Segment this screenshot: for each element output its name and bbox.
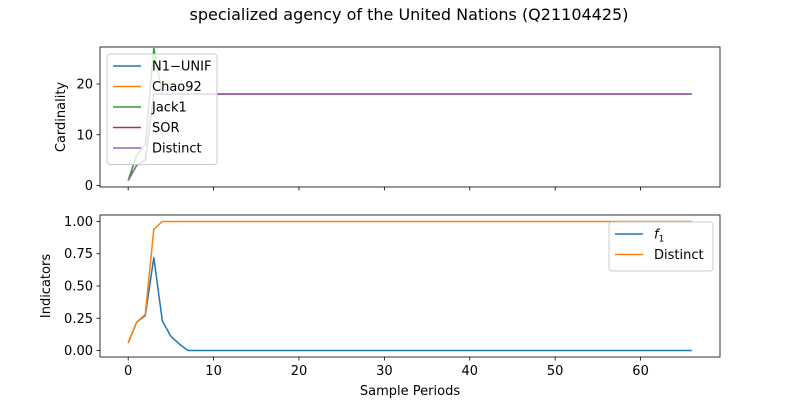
series-line-f1 <box>127 256 692 352</box>
legend-entry: Distinct <box>152 142 202 157</box>
legend-entry: SOR <box>152 121 180 136</box>
x-tick-label: 0 <box>124 364 132 379</box>
y-tick-label: 0.00 <box>64 344 93 359</box>
y-axis-label: Indicators <box>39 254 54 318</box>
legend-entry: f1 <box>654 228 664 245</box>
legend-entry: Jack1 <box>151 101 187 116</box>
y-tick-label: 20 <box>76 78 93 93</box>
x-tick-label: 20 <box>291 364 308 379</box>
x-tick-label: 60 <box>632 364 649 379</box>
series-line-distinct <box>127 220 692 344</box>
y-tick-label: 0.50 <box>64 280 93 295</box>
x-tick-label: 40 <box>462 364 479 379</box>
x-tick-label: 50 <box>547 364 564 379</box>
indicators-panel: 0.00 0.25 0.50 0.75 1.00 0 10 20 30 40 50 60 Indicat… <box>39 214 721 399</box>
legend-entry: Distinct <box>654 248 704 263</box>
figure-title: specialized agency of the United Nations… <box>190 5 629 24</box>
y-tick-label: 10 <box>76 128 93 143</box>
legend-entry: N1−UNIF <box>152 60 211 75</box>
y-tick-label: 0 <box>85 179 93 194</box>
legend-entry: Chao92 <box>152 80 202 95</box>
legend: f1 Distinct <box>608 221 714 272</box>
x-axis-label: Sample Periods <box>360 384 460 399</box>
x-tick-label: 30 <box>376 364 393 379</box>
y-tick-label: 0.75 <box>64 247 93 262</box>
y-tick-label: 0.25 <box>64 312 93 327</box>
x-tick-label: 10 <box>205 364 222 379</box>
cardinality-panel: 0 10 20 Cardinality N1−UNIF Chao92 Jack1 SOR Dis… <box>54 46 721 194</box>
y-tick-label: 1.00 <box>64 215 93 230</box>
axes-frame <box>99 46 721 188</box>
y-axis-label: Cardinality <box>54 82 69 153</box>
legend: N1−UNIF Chao92 Jack1 SOR Distinct <box>106 53 218 165</box>
